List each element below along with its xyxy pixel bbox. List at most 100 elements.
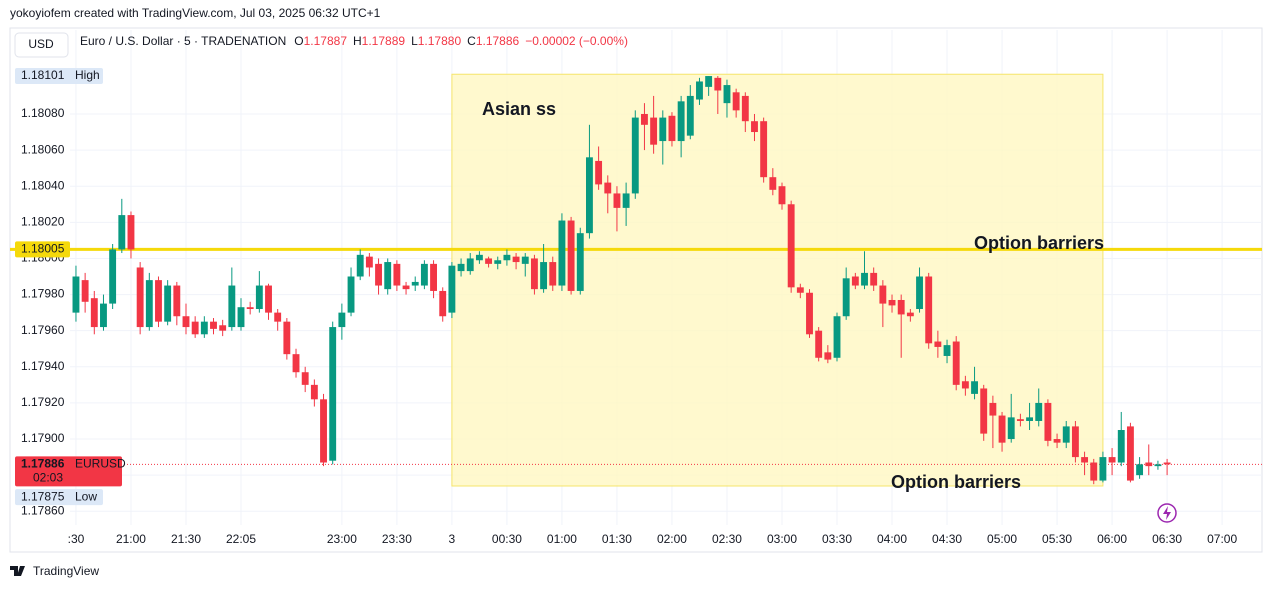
candle-body [971,381,978,394]
candle-body [1099,457,1107,481]
candle-body [952,341,960,385]
candle-body [723,85,731,104]
y-tick-label: 1.18040 [21,178,65,192]
candle-body [310,384,318,400]
candle-body [916,276,923,310]
candle-body [356,254,364,277]
candle-body [338,312,346,328]
logo [10,566,25,576]
candle-body [696,81,703,100]
high-price-bg [15,68,103,85]
candle-body [540,262,548,290]
candle-body [320,399,327,463]
candle-body [1035,402,1043,421]
candle-body [631,117,639,194]
x-tick-label: 3 [449,532,456,546]
low-price-bg [15,489,103,506]
x-tick-label: 22:05 [226,532,256,546]
candle-body [998,415,1006,443]
candle-body [1081,457,1089,463]
candle-body [457,263,465,272]
legend-key: L [411,34,418,48]
candle-body [1163,462,1171,465]
candle-body [420,263,428,286]
x-tick-label: 05:30 [1042,532,1072,546]
last-price-bg [15,456,122,487]
plot: :30 21:00 21:30 22:05 23:00 23:30 3 00:30 01:00 0… [10,30,1262,546]
candle-body [448,265,456,313]
candle-body [659,117,667,142]
currency-button[interactable] [14,32,69,58]
candle-body [109,249,117,304]
candle-body [329,327,337,461]
candle-body [833,316,841,358]
candle-body [641,113,648,125]
candle-body [585,157,593,234]
alert-icon[interactable] [1157,503,1177,523]
candle-body [402,285,410,290]
candle-body [200,321,208,335]
x-tick-label: 06:30 [1152,532,1182,546]
candle-body [1044,402,1052,441]
candle-body [549,262,557,286]
x-tick-label: 04:00 [877,532,907,546]
candle-body [861,272,868,286]
candle-body [1053,439,1061,443]
y-tick-label: 1.18080 [21,106,65,120]
barrier-price: 1.18005 [21,242,65,256]
symbol: Euro / U.S. Dollar · 5 · TRADENATION [80,34,286,48]
candle-body [439,290,447,317]
candle-body [1136,464,1144,476]
candle-body [613,193,621,208]
candle-body [567,220,575,291]
candle-body [980,388,988,434]
candle-body [246,307,254,310]
candle-body [530,258,538,290]
candle-body [430,263,437,291]
candle-body [668,115,676,142]
y-tick-label: 1.18020 [21,215,65,229]
candle-body [961,381,969,389]
candle-body [81,280,89,302]
candle-body [347,276,355,313]
candle-body [118,215,126,250]
legend-key: C [467,34,476,48]
x-tick-label: 04:30 [932,532,962,546]
legend-key: O [294,34,303,48]
candle-body [714,77,722,91]
alert-bolt [1163,506,1171,520]
candle-body [228,285,236,328]
candle-body [806,292,813,335]
last-symbol: EURUSD [75,456,126,470]
candle-body [897,299,905,315]
header: yokoyiofem created with TradingView.com,… [10,6,381,20]
candle-body [796,287,804,293]
candle-body [1126,426,1134,481]
x-tick-label: 05:00 [987,532,1017,546]
candle-body [219,325,227,331]
candle-body [485,258,493,264]
x-tick-label: 23:30 [382,532,412,546]
candle-body [173,285,181,317]
candle-body [301,372,309,385]
candle-body [1062,426,1070,443]
candle-body [824,352,832,360]
candle-body [751,121,758,133]
low-label: Low [75,489,97,503]
candle-body [384,262,392,290]
footer: TradingView [33,564,99,578]
x-tick-label: 02:30 [712,532,742,546]
candle-body [934,341,942,347]
candle-body [851,276,859,286]
candle-body [494,260,502,264]
candle-body [842,278,850,317]
candle-body [650,117,658,145]
x-tick-label: 03:00 [767,532,797,546]
candle-body [503,254,511,261]
candle-body [365,256,373,268]
candle-body [769,177,777,190]
last-price: 1.17886 [21,456,65,470]
y-tick-label: 1.17900 [21,431,65,445]
annotation: Asian ss [482,99,556,119]
